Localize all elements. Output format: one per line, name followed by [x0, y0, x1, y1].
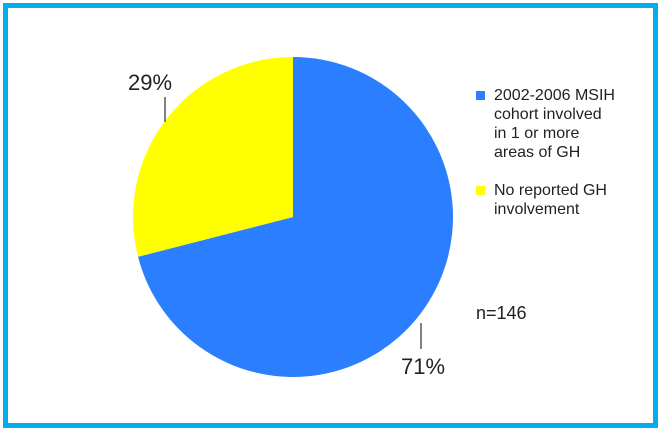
legend: 2002-2006 MSIH cohort involved in 1 or m…	[476, 86, 646, 238]
legend-label-msih-line-3: in 1 or more	[494, 125, 580, 142]
pie-slice-1	[132, 57, 293, 257]
legend-label-no-gh-line-1: No reported GH	[494, 182, 607, 199]
legend-item-no-gh: No reported GH involvement	[476, 181, 646, 219]
slice-label-msih: 71%	[401, 354, 446, 379]
legend-label-no-gh-line-2: involvement	[494, 201, 580, 218]
legend-label-msih-line-1: 2002-2006 MSIH	[494, 87, 615, 104]
legend-swatch-msih	[476, 91, 485, 100]
legend-label-msih-line-4: areas of GH	[494, 144, 581, 161]
slice-label-no-gh: 29%	[128, 70, 173, 95]
pie-slice-0	[138, 57, 454, 377]
legend-item-msih: 2002-2006 MSIH cohort involved in 1 or m…	[476, 86, 646, 162]
legend-label-msih-line-2: cohort involved	[494, 106, 602, 123]
sample-size-note: n=146	[476, 303, 527, 323]
legend-swatch-no-gh	[476, 186, 485, 195]
